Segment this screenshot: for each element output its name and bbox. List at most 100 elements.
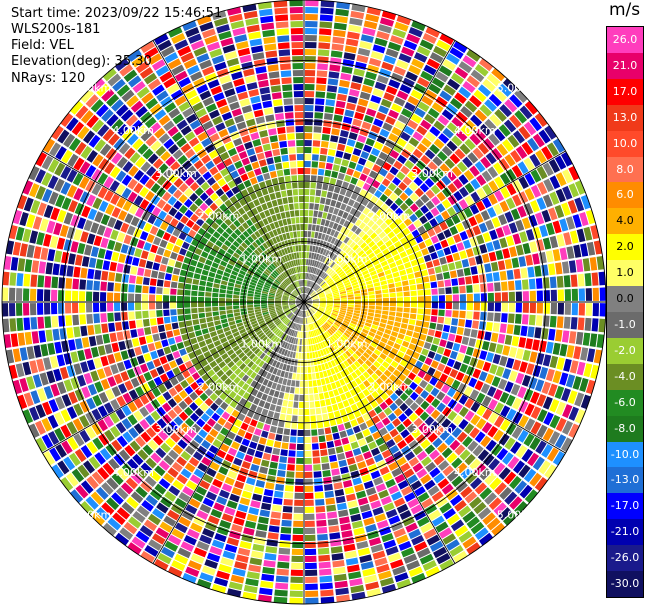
velocity-cell bbox=[485, 439, 497, 452]
velocity-cell bbox=[240, 407, 249, 415]
velocity-cell bbox=[326, 155, 335, 163]
velocity-cell bbox=[429, 420, 440, 431]
velocity-cell bbox=[368, 331, 376, 338]
velocity-cell bbox=[333, 333, 340, 340]
velocity-cell bbox=[99, 143, 112, 157]
velocity-cell bbox=[309, 316, 313, 323]
velocity-cell bbox=[486, 517, 501, 531]
velocity-cell bbox=[493, 128, 506, 142]
velocity-cell bbox=[505, 357, 515, 369]
velocity-cell bbox=[157, 384, 167, 394]
velocity-cell bbox=[365, 248, 373, 256]
velocity-cell bbox=[305, 287, 308, 294]
velocity-cell bbox=[453, 550, 468, 563]
velocity-cell bbox=[126, 368, 136, 379]
velocity-cell bbox=[305, 302, 312, 305]
velocity-cell bbox=[347, 302, 354, 305]
velocity-cell bbox=[474, 482, 488, 495]
velocity-cell bbox=[392, 271, 400, 278]
velocity-cell bbox=[304, 387, 309, 394]
velocity-cell bbox=[514, 89, 528, 104]
velocity-cell bbox=[422, 32, 437, 44]
velocity-cell bbox=[350, 251, 357, 259]
velocity-cell bbox=[396, 15, 412, 26]
velocity-cell bbox=[441, 418, 452, 429]
velocity-cell bbox=[124, 213, 134, 224]
velocity-cell bbox=[73, 363, 83, 375]
velocity-cell bbox=[374, 227, 383, 235]
velocity-cell bbox=[499, 104, 513, 118]
velocity-cell bbox=[292, 56, 304, 63]
velocity-cell bbox=[445, 539, 460, 551]
velocity-cell bbox=[175, 427, 186, 438]
velocity-cell bbox=[209, 133, 220, 143]
velocity-cell bbox=[116, 361, 126, 372]
velocity-cell bbox=[478, 58, 494, 72]
velocity-cell bbox=[327, 78, 339, 86]
velocity-cell bbox=[198, 296, 205, 302]
velocity-cell bbox=[410, 504, 423, 515]
velocity-cell bbox=[237, 207, 246, 216]
velocity-cell bbox=[348, 161, 357, 170]
velocity-cell bbox=[233, 376, 241, 385]
velocity-cell bbox=[357, 391, 366, 400]
velocity-cell bbox=[286, 311, 292, 316]
velocity-cell bbox=[231, 154, 240, 163]
velocity-cell bbox=[405, 267, 414, 274]
velocity-cell bbox=[354, 377, 362, 385]
velocity-cell bbox=[342, 322, 349, 327]
velocity-cell bbox=[351, 225, 358, 233]
velocity-cell bbox=[368, 356, 376, 364]
velocity-cell bbox=[319, 255, 325, 262]
velocity-cell bbox=[279, 257, 284, 264]
velocity-cell bbox=[304, 436, 311, 443]
velocity-cell bbox=[312, 303, 319, 306]
velocity-cell bbox=[362, 371, 370, 379]
velocity-cell bbox=[178, 182, 189, 193]
velocity-cell bbox=[320, 589, 334, 597]
velocity-cell bbox=[2, 318, 10, 333]
velocity-cell bbox=[458, 530, 473, 543]
velocity-cell bbox=[278, 250, 284, 257]
velocity-cell bbox=[275, 575, 289, 583]
velocity-cell bbox=[50, 207, 60, 221]
velocity-cell bbox=[152, 158, 164, 169]
velocity-cell bbox=[456, 352, 465, 362]
velocity-cell bbox=[118, 340, 127, 351]
velocity-cell bbox=[340, 523, 352, 531]
velocity-cell bbox=[347, 183, 356, 192]
velocity-cell bbox=[235, 248, 243, 256]
velocity-cell bbox=[343, 368, 351, 376]
velocity-cell bbox=[222, 44, 236, 54]
velocity-cell bbox=[275, 304, 282, 307]
velocity-cell bbox=[186, 219, 195, 229]
velocity-cell bbox=[158, 478, 171, 490]
velocity-cell bbox=[441, 483, 454, 495]
velocity-cell bbox=[176, 373, 185, 383]
velocity-cell bbox=[207, 276, 215, 283]
velocity-cell bbox=[322, 413, 329, 421]
velocity-cell bbox=[350, 345, 357, 353]
velocity-cell bbox=[116, 156, 128, 169]
velocity-cell bbox=[383, 55, 397, 65]
velocity-cell bbox=[193, 516, 206, 527]
velocity-cell bbox=[237, 547, 251, 557]
velocity-cell bbox=[336, 318, 343, 324]
velocity-cell bbox=[477, 449, 490, 462]
velocity-cell bbox=[121, 463, 134, 476]
velocity-cell bbox=[234, 334, 242, 341]
velocity-cell bbox=[254, 291, 261, 295]
velocity-cell bbox=[187, 33, 202, 44]
velocity-cell bbox=[387, 552, 402, 563]
velocity-cell bbox=[2, 271, 10, 286]
velocity-cell bbox=[230, 574, 245, 584]
velocity-cell bbox=[304, 287, 306, 294]
velocity-cell bbox=[274, 279, 281, 285]
velocity-cell bbox=[387, 257, 395, 264]
velocity-cell bbox=[239, 198, 247, 207]
velocity-cell bbox=[70, 100, 84, 115]
velocity-cell bbox=[177, 282, 185, 289]
velocity-cell bbox=[253, 486, 264, 495]
velocity-cell bbox=[212, 231, 221, 239]
velocity-cell bbox=[93, 302, 100, 313]
